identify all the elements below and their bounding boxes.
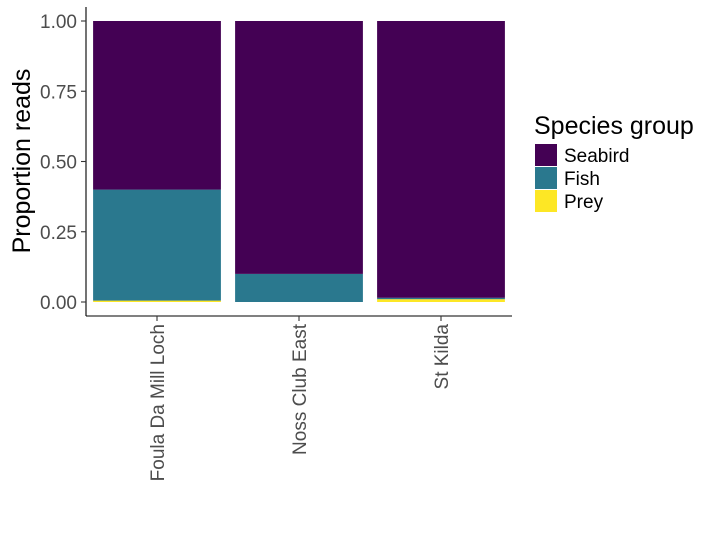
y-tick-label: 1.00 xyxy=(40,12,77,33)
bar-noss-club-east-seabird xyxy=(235,21,363,274)
bar-st-kilda-prey xyxy=(377,299,505,302)
bar-foula-da-mill-loch-prey xyxy=(93,300,221,302)
bar-st-kilda-seabird xyxy=(377,21,505,298)
y-tick-label: 0.00 xyxy=(40,293,77,314)
y-tick-label: 0.50 xyxy=(40,153,77,174)
x-tick-label: St Kilda xyxy=(432,324,453,390)
ticks-layer: Foula Da Mill Loch Noss Club East St Kilda… xyxy=(40,12,453,481)
bar-st-kilda-fish xyxy=(377,297,505,300)
legend-label-prey: Prey xyxy=(564,192,604,213)
legend-label-seabird: Seabird xyxy=(564,146,630,167)
legend-key-seabird xyxy=(535,144,557,166)
x-tick-label: Noss Club East xyxy=(290,323,311,455)
legend-key-fish xyxy=(535,167,557,189)
bar-foula-da-mill-loch-seabird xyxy=(93,21,221,190)
bars-layer xyxy=(93,21,505,302)
legend-label-fish: Fish xyxy=(564,169,600,190)
bar-foula-da-mill-loch-fish xyxy=(93,189,221,301)
y-tick-label: 0.25 xyxy=(40,223,77,244)
legend-key-prey xyxy=(535,190,557,212)
y-axis-title: Proportion reads xyxy=(8,69,36,254)
bar-noss-club-east-fish xyxy=(235,273,363,302)
legend-title: Species group xyxy=(534,112,694,140)
y-tick-label: 0.75 xyxy=(40,82,77,103)
x-tick-label: Foula Da Mill Loch xyxy=(148,324,169,481)
